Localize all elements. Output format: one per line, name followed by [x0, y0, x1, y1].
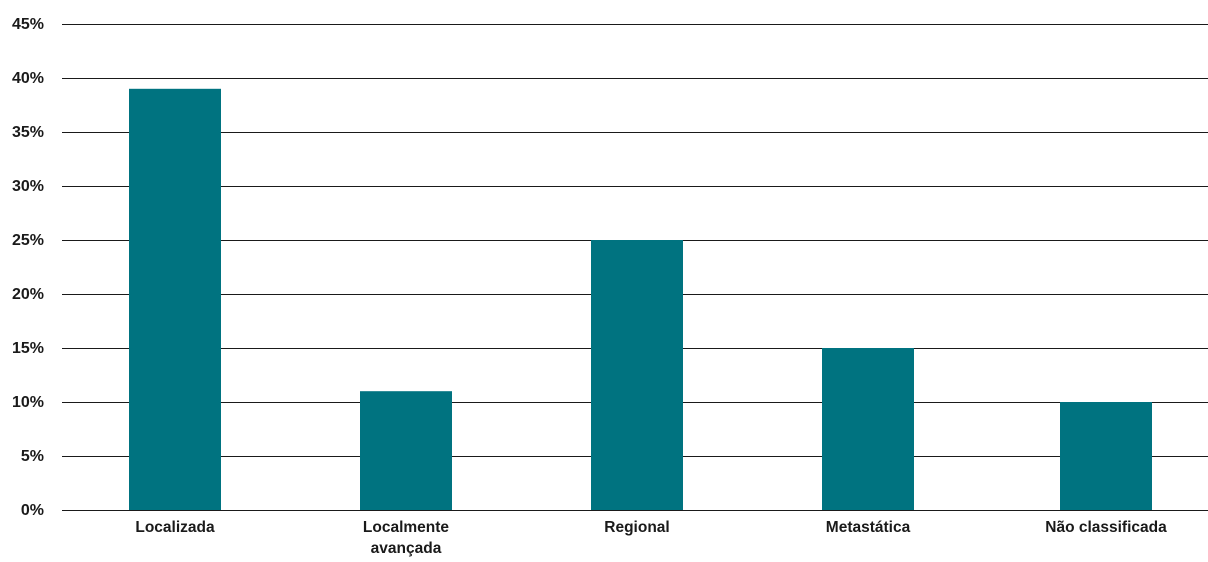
- y-tick-label: 40%: [12, 70, 44, 87]
- bar: [591, 240, 683, 510]
- y-tick-label: 20%: [12, 286, 44, 303]
- x-axis-tick-labels: Localizada Localmente avançada Regional Meta…: [135, 519, 1167, 557]
- x-tick-label-line: Localmente: [363, 519, 450, 536]
- y-tick-label: 15%: [12, 340, 44, 357]
- x-tick-label-line: Não classificada: [1045, 519, 1167, 536]
- bar: [1060, 402, 1152, 510]
- bar: [822, 348, 914, 510]
- x-tick-label-line: Localizada: [135, 519, 215, 536]
- x-tick-label: Não classificada: [1045, 519, 1167, 536]
- y-axis-tick-labels: 0% 5% 10% 15% 20% 25% 30% 35% 40% 45%: [12, 16, 44, 519]
- x-tick-label: Metastática: [826, 519, 911, 536]
- bar: [360, 391, 452, 510]
- y-tick-label: 25%: [12, 232, 44, 249]
- y-tick-label: 5%: [21, 448, 44, 465]
- y-tick-label: 30%: [12, 178, 44, 195]
- y-tick-label: 35%: [12, 124, 44, 141]
- x-tick-label-line: Metastática: [826, 519, 911, 536]
- x-tick-label-line: Regional: [604, 519, 669, 536]
- y-tick-label: 0%: [21, 502, 44, 519]
- x-tick-label-line: avançada: [371, 540, 442, 557]
- x-tick-label: Localizada: [135, 519, 215, 536]
- bar: [129, 88, 221, 511]
- bars: [129, 88, 1152, 511]
- x-tick-label: Localmente avançada: [363, 519, 450, 557]
- y-tick-label: 10%: [12, 394, 44, 411]
- x-tick-label: Regional: [604, 519, 669, 536]
- y-tick-label: 45%: [12, 16, 44, 33]
